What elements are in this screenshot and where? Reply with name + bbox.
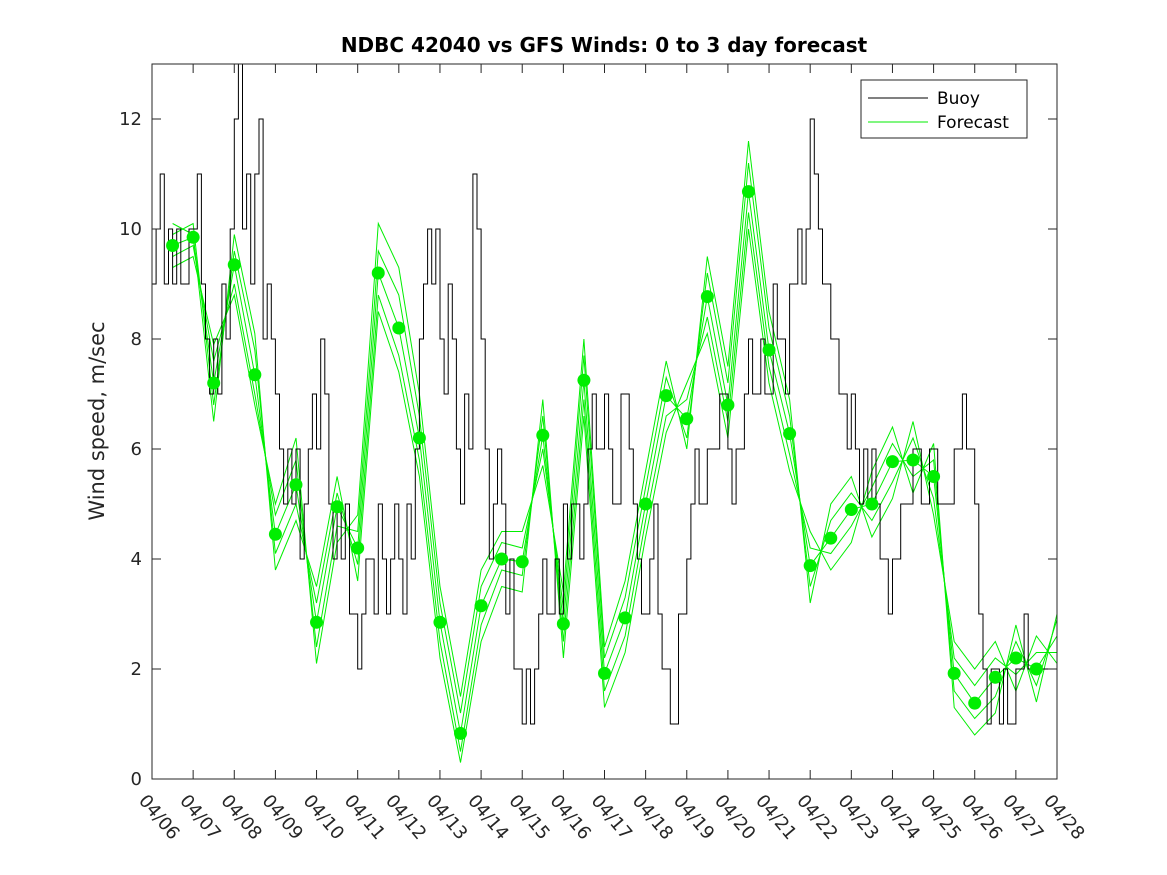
plot-area (151, 63, 1058, 780)
forecast-point (824, 531, 838, 545)
forecast-line (172, 140, 1058, 697)
forecast-point (885, 455, 899, 469)
legend: Buoy Forecast (860, 79, 1028, 139)
forecast-point (495, 552, 509, 566)
forecast-point (680, 412, 694, 426)
forecast-runs (172, 140, 1058, 763)
y-tick-label: 2 (131, 659, 142, 680)
forecast-point (1009, 651, 1023, 665)
y-tick-label: 4 (131, 549, 142, 570)
forecast-point (968, 696, 982, 710)
buoy-line (152, 63, 1057, 725)
forecast-point (248, 368, 262, 382)
forecast-point (659, 389, 673, 403)
forecast-point (598, 666, 611, 680)
legend-forecast-label: Forecast (937, 113, 1009, 133)
legend-buoy-label: Buoy (937, 89, 980, 109)
forecast-point (865, 497, 879, 511)
chart-title: NDBC 42040 vs GFS Winds: 0 to 3 day fore… (341, 33, 868, 57)
forecast-point (186, 230, 200, 244)
forecast-point (783, 427, 797, 441)
y-tick-label: 6 (131, 439, 142, 460)
forecast-point (268, 527, 282, 541)
forecast-point (700, 290, 714, 304)
y-tick-label: 0 (131, 769, 142, 790)
forecast-point (536, 428, 550, 442)
buoy-series (152, 63, 1057, 725)
forecast-point (474, 599, 488, 613)
forecast-line (172, 212, 1058, 752)
forecast-point (1029, 662, 1043, 676)
forecast-point (351, 541, 365, 555)
forecast-point (433, 615, 447, 629)
forecast-point (412, 431, 426, 445)
forecast-point (330, 500, 344, 514)
forecast-point (577, 373, 591, 387)
forecast-points (166, 185, 1043, 740)
forecast-point (803, 559, 817, 573)
forecast-point (741, 185, 755, 199)
forecast-point (988, 670, 1002, 684)
forecast-point (721, 398, 735, 412)
legend-box (860, 79, 1028, 139)
forecast-point (927, 470, 941, 483)
y-tick-label: 8 (131, 329, 142, 350)
forecast-point (207, 376, 221, 390)
y-tick-label: 12 (119, 109, 142, 130)
forecast-point (166, 239, 180, 252)
forecast-point (906, 453, 920, 467)
forecast-line (172, 223, 1058, 763)
forecast-point (392, 321, 406, 335)
forecast-point (618, 611, 632, 625)
y-axis-label: Wind speed, m/sec (85, 321, 109, 520)
forecast-point (556, 617, 570, 631)
forecast-point (762, 343, 776, 357)
forecast-point (227, 258, 241, 272)
forecast-point (289, 478, 303, 492)
forecast-point (515, 555, 529, 569)
y-tick-label: 10 (119, 219, 142, 240)
forecast-point (947, 666, 961, 680)
forecast-point (371, 266, 385, 280)
forecast-point (454, 726, 468, 740)
forecast-point (844, 503, 858, 516)
y-axis: 0 2 4 6 8 10 12 (119, 109, 1057, 790)
forecast-point (639, 497, 653, 511)
forecast-point (310, 615, 324, 629)
